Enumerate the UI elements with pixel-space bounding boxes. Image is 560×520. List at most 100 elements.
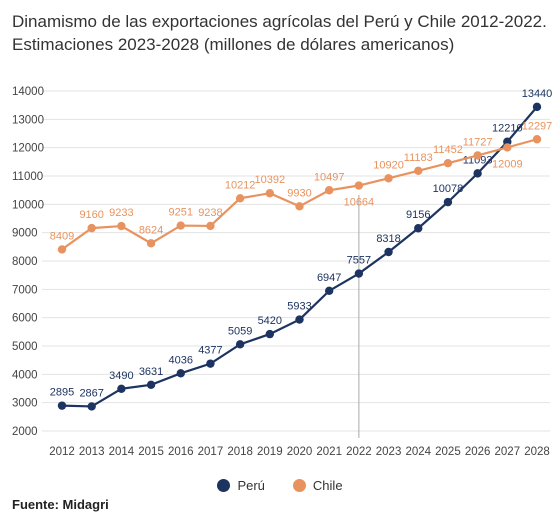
x-tick-label: 2020 [287,446,313,458]
data-label: 9156 [406,209,430,221]
data-point [414,224,423,233]
y-tick-label: 4000 [12,369,38,381]
data-label: 4377 [198,345,222,357]
data-label: 13440 [522,88,553,100]
data-point [265,189,275,198]
data-point [176,369,185,378]
data-label: 10664 [344,197,375,209]
legend: Perú Chile [0,478,560,493]
data-point [206,359,215,368]
data-label: 12297 [522,120,553,132]
x-tick-label: 2018 [227,446,253,458]
y-tick-label: 11000 [12,171,43,183]
data-point [324,186,334,195]
data-label: 6947 [317,272,341,284]
y-tick-label: 12000 [12,143,44,155]
data-label: 5420 [258,315,282,327]
x-tick-label: 2016 [168,446,194,458]
x-tick-label: 2025 [435,446,461,458]
x-tick-label: 2026 [465,446,491,458]
data-point [295,315,304,324]
series-line-peru [61,106,538,408]
data-label: 10392 [255,174,286,186]
data-label: 11727 [463,136,493,148]
data-point [87,223,96,233]
data-point [176,221,185,230]
chart-title-line2: Estimaciones 2023-2028 (millones de dóla… [12,35,455,54]
data-point [503,143,512,152]
y-tick-label: 8000 [12,256,38,268]
x-tick-label: 2027 [495,446,521,458]
data-point [235,340,245,349]
data-point [354,269,364,278]
x-tick-label: 2022 [346,446,372,458]
data-label: 9251 [169,207,193,219]
data-point [87,402,96,411]
legend-label-peru: Perú [237,478,265,493]
x-tick-label: 2021 [316,446,342,458]
data-label: 2867 [79,387,103,399]
legend-marker-peru [217,479,231,492]
data-label: 5059 [228,325,252,337]
x-tick-label: 2023 [376,446,402,458]
y-tick-label: 9000 [12,228,38,240]
y-tick-label: 13000 [12,114,44,126]
data-point [265,329,275,339]
y-tick-label: 14000 [12,86,44,98]
data-label: 2895 [50,387,74,399]
y-tick-label: 6000 [12,313,38,325]
data-label: 9233 [109,207,133,219]
legend-marker-chile [292,479,306,492]
data-label: 10078 [433,183,464,195]
chart-title: Dinamismo de las exportaciones agrícolas… [12,10,552,56]
data-label: 9238 [198,207,222,219]
x-tick-label: 2015 [138,446,164,458]
data-label: 9930 [287,187,311,199]
data-label: 11452 [433,144,463,156]
data-label: 3490 [109,370,133,382]
y-tick-label: 2000 [12,426,38,438]
data-point [206,221,215,231]
y-tick-label: 3000 [12,398,38,410]
x-tick-label: 2017 [198,446,224,458]
legend-item-peru: Perú [217,478,265,493]
x-tick-label: 2028 [524,446,550,458]
data-point [473,151,482,160]
data-point [443,197,453,207]
source-note: Fuente: Midagri [12,497,109,512]
chart-title-line1: Dinamismo de las exportaciones agrícolas… [12,12,547,31]
data-point [146,380,156,389]
data-label: 11183 [404,152,433,164]
x-tick-label: 2012 [49,446,75,458]
x-tick-label: 2019 [257,446,283,458]
data-point [117,221,126,231]
data-label: 12009 [492,158,523,170]
data-point [295,202,304,211]
x-tick-label: 2014 [109,446,135,458]
data-label: 10212 [225,179,256,191]
data-label: 8318 [376,233,400,245]
data-point [324,286,334,296]
legend-label-chile: Chile [312,478,343,493]
data-point [414,166,423,176]
data-point [57,401,67,410]
y-tick-label: 10000 [12,199,44,211]
data-point [532,102,542,112]
x-tick-label: 2013 [79,446,105,458]
data-label: 8624 [139,224,163,236]
data-point [384,174,393,183]
data-point [354,181,364,190]
data-label: 9160 [79,209,103,221]
y-tick-label: 7000 [12,284,38,296]
data-point [473,169,482,178]
data-point [57,245,67,254]
data-point [146,239,156,248]
data-label: 7557 [347,255,371,267]
data-label: 8409 [50,230,74,242]
data-point [532,135,542,144]
data-label: 10497 [314,171,345,183]
data-label: 10920 [373,159,404,171]
y-tick-label: 5000 [12,341,38,353]
